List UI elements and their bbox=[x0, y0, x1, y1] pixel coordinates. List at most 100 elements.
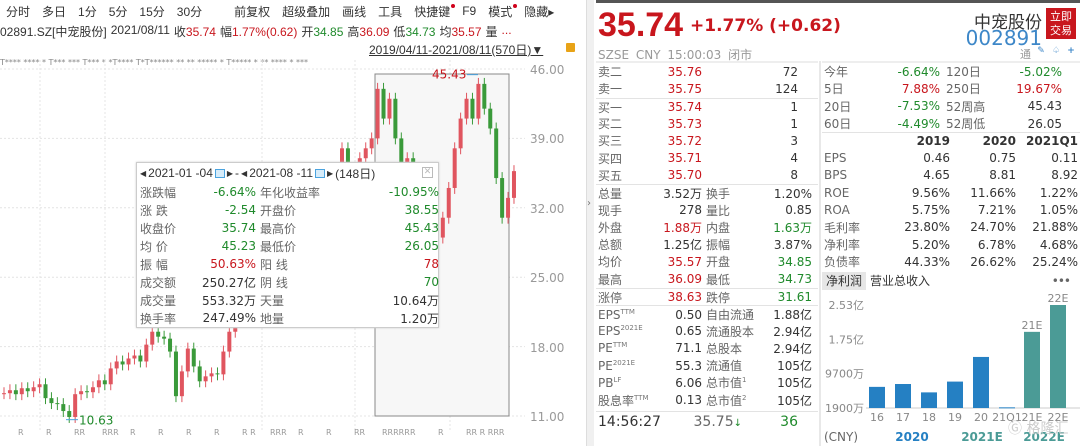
menu-item[interactable]: 1分 bbox=[78, 4, 97, 19]
stat-value: 1.88万 bbox=[663, 220, 702, 235]
financial-row: EPS 0.46 0.75 0.11 bbox=[822, 149, 1080, 166]
start-date[interactable]: 2021-01 -04 bbox=[148, 166, 213, 180]
close-icon[interactable]: ✕ bbox=[422, 167, 433, 178]
bid-row[interactable]: 买五 35.70 8 bbox=[596, 167, 818, 184]
candlestick-chart[interactable]: 45.43 10.63 bbox=[0, 60, 586, 430]
financial-label: ROE bbox=[824, 185, 850, 200]
stat-label: 换手率 bbox=[140, 311, 177, 326]
menu-item[interactable]: 模式 bbox=[482, 3, 518, 20]
rights-marker[interactable]: RR bbox=[74, 428, 86, 437]
menu-item[interactable]: 快捷键 bbox=[408, 3, 456, 20]
bid-row[interactable]: 买三 35.72 3 bbox=[596, 132, 818, 149]
prev-start-arrow[interactable]: ◀ bbox=[140, 168, 147, 178]
tab-revenue[interactable]: 营业总收入 bbox=[870, 273, 931, 288]
menu-item[interactable]: 超级叠加 bbox=[282, 4, 331, 19]
menu-item[interactable]: 工具 bbox=[378, 4, 403, 19]
low-value: 34.73 bbox=[405, 25, 436, 39]
max-price-label: 45.43 bbox=[432, 68, 466, 82]
next-end-arrow[interactable]: ▶ bbox=[327, 168, 334, 178]
level-price: 35.74 bbox=[667, 100, 702, 115]
rights-marker[interactable]: RRR bbox=[270, 428, 287, 437]
chevron-right-icon[interactable]: › bbox=[587, 198, 591, 209]
tab-net-profit[interactable]: 净利润 bbox=[822, 271, 867, 290]
rights-marker[interactable]: R bbox=[214, 428, 220, 437]
rights-marker[interactable]: R bbox=[410, 428, 416, 437]
menu-item[interactable]: 分时 bbox=[6, 4, 31, 19]
rights-marker[interactable]: RRRRR bbox=[382, 428, 410, 437]
rights-marker[interactable]: RR R RRR bbox=[466, 428, 505, 437]
bid-row[interactable]: 买一 35.74 1 bbox=[596, 97, 818, 115]
edit-icon[interactable]: ✎ bbox=[1037, 46, 1045, 56]
date-range-selector[interactable]: 2019/04/11-2021/08/11(570日)▼ bbox=[369, 43, 544, 57]
candle-body bbox=[209, 373, 214, 377]
bid-row[interactable]: 买四 35.71 4 bbox=[596, 149, 818, 166]
currency-unit: (CNY) bbox=[824, 430, 858, 444]
more-icon[interactable]: ••• bbox=[1051, 273, 1071, 288]
prev-end-arrow[interactable]: ◀ bbox=[241, 168, 248, 178]
bid-row[interactable]: 买二 35.73 1 bbox=[596, 115, 818, 132]
stat-value: 1.20% bbox=[773, 186, 812, 201]
bar-label: 21E bbox=[1022, 319, 1043, 332]
metric-name: PB bbox=[598, 375, 614, 390]
stat-value: -6.64% bbox=[213, 185, 256, 199]
candle-body bbox=[227, 331, 232, 352]
candle-body bbox=[369, 138, 374, 149]
menu-item[interactable]: 前复权 bbox=[234, 4, 271, 19]
ask-row[interactable]: 卖一 35.75 124 bbox=[596, 80, 818, 97]
candle-body bbox=[144, 344, 149, 362]
stat-value: 0.85 bbox=[785, 203, 812, 218]
metric-value: 0.65 bbox=[675, 324, 702, 339]
ask-row[interactable]: 卖二 35.76 72 bbox=[596, 63, 818, 80]
next-start-arrow[interactable]: ▶ bbox=[226, 168, 234, 178]
stat-label: 换手 bbox=[706, 187, 731, 202]
candle-body bbox=[37, 384, 42, 388]
connect-tag[interactable]: 通 bbox=[1020, 48, 1031, 61]
metric-name: 股息率 bbox=[598, 393, 635, 408]
period-label: 52周高 bbox=[946, 99, 986, 114]
rights-marker[interactable]: R R bbox=[242, 428, 256, 437]
metric-label: 自由流通 bbox=[702, 306, 764, 323]
menu-item[interactable]: 多日 bbox=[42, 4, 67, 19]
panel-splitter[interactable]: › bbox=[586, 0, 594, 446]
lock-icon[interactable] bbox=[566, 43, 575, 52]
calendar-icon[interactable] bbox=[214, 168, 225, 178]
menu-item[interactable]: 30分 bbox=[176, 4, 203, 19]
stat-label: 地量 bbox=[260, 311, 285, 326]
calendar-icon[interactable] bbox=[315, 168, 326, 178]
end-date[interactable]: 2021-08 -11 bbox=[249, 166, 314, 180]
rights-marker[interactable]: RR bbox=[354, 428, 366, 437]
menu-item[interactable]: F9 bbox=[462, 4, 477, 18]
rights-marker[interactable]: R bbox=[158, 428, 164, 437]
bell-icon[interactable]: ♤ bbox=[1051, 46, 1061, 56]
financial-row: 毛利率 23.80% 24.70% 21.88% bbox=[822, 219, 1080, 236]
financial-value: 9.56% bbox=[911, 185, 950, 200]
rights-marker[interactable]: R bbox=[438, 428, 444, 437]
stat-label: 收盘价 bbox=[140, 221, 177, 236]
performance-row: 60日 -4.49% 52周低 26.05 bbox=[822, 115, 1080, 132]
rights-marker[interactable]: RRR bbox=[102, 428, 119, 437]
tick-price: 35.75↓ bbox=[678, 414, 742, 430]
financial-chart-tabs: 净利润 营业总收入 ••• bbox=[822, 271, 1080, 290]
menu-item[interactable]: 隐藏▸ bbox=[524, 4, 555, 19]
stat-value: 250.27亿 bbox=[202, 275, 256, 290]
stat-row: 涨 跌 -2.54 开盘价 38.55 bbox=[137, 201, 439, 219]
menu-item[interactable]: 5分 bbox=[108, 4, 128, 19]
rights-marker[interactable]: R bbox=[298, 428, 304, 437]
candle-body bbox=[120, 361, 125, 365]
stat-label: 开盘价 bbox=[260, 203, 297, 218]
metric-value: 105亿 bbox=[777, 359, 812, 374]
stat-value: 26.05 bbox=[404, 239, 439, 253]
trade-now-button[interactable]: 立即交易 bbox=[1046, 8, 1076, 39]
level-price: 35.70 bbox=[667, 168, 702, 183]
rights-marker[interactable]: R bbox=[186, 428, 192, 437]
rights-marker[interactable]: R bbox=[18, 428, 24, 437]
rights-marker[interactable]: R bbox=[326, 428, 332, 437]
more-ellipsis[interactable]: ... bbox=[501, 23, 512, 37]
menu-item[interactable]: 15分 bbox=[139, 4, 165, 19]
rights-marker[interactable]: R bbox=[130, 428, 136, 437]
plus-icon[interactable]: + bbox=[1067, 46, 1075, 56]
menu-item[interactable]: 画线 bbox=[342, 4, 367, 19]
rights-marker[interactable]: R bbox=[46, 428, 52, 437]
market-status: 闭市 bbox=[728, 48, 753, 62]
stat-label: 开盘 bbox=[706, 255, 731, 270]
